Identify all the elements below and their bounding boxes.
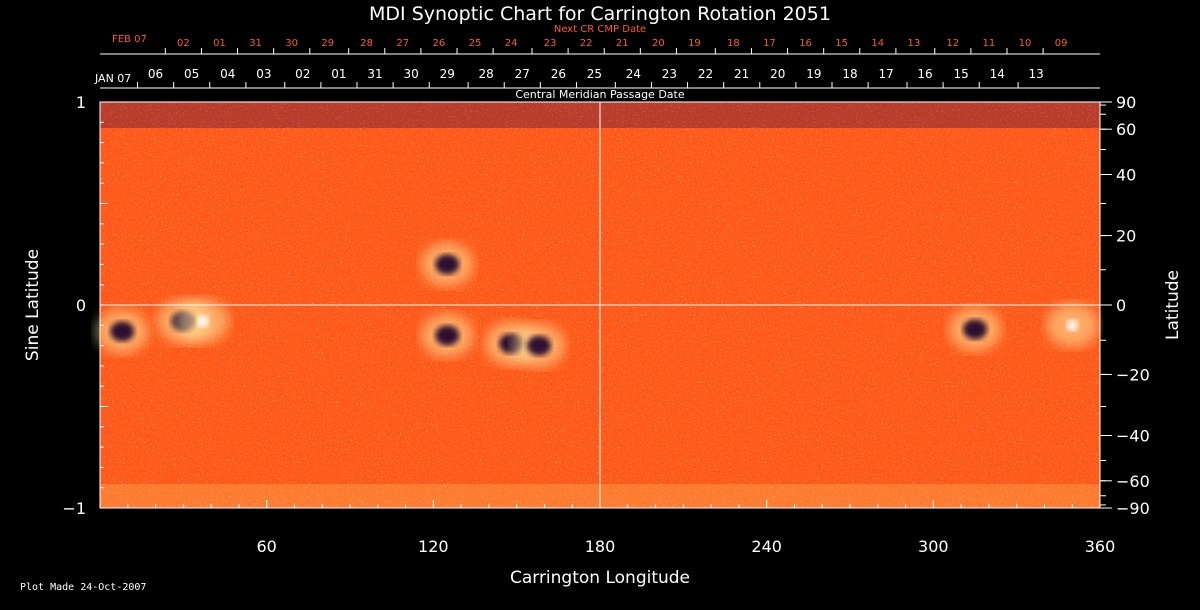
active-region-negative: [435, 254, 460, 275]
plot-made-note: Plot Made 24-Oct-2007: [20, 582, 146, 593]
x-tick-label: 300: [918, 537, 949, 556]
next-cr-date-label: 31: [249, 38, 262, 49]
cmp-date-label: 28: [478, 67, 493, 81]
next-cr-date-label: 23: [544, 38, 557, 49]
cmp-date-label: 26: [551, 67, 566, 81]
cmp-date-label: 23: [662, 67, 677, 81]
cmp-date-label: 21: [734, 67, 749, 81]
next-cr-date-label: 24: [505, 38, 518, 49]
y-right-tick-label: −90: [1116, 499, 1150, 518]
cmp-date-label: 15: [953, 67, 968, 81]
next-cr-date-label: 01: [213, 38, 226, 49]
y-right-tick-label: −20: [1116, 365, 1150, 384]
next-cr-month-label: FEB 07: [112, 34, 147, 45]
y-axis-right: 90 60 40 20 0 −20 −40 −60 −90: [1100, 93, 1150, 518]
cmp-date-label: 31: [367, 67, 382, 81]
active-region-negative: [526, 335, 551, 356]
cmp-date-label: 24: [626, 67, 641, 81]
y-left-tick-label: 0: [76, 296, 86, 315]
next-cr-date-label: 19: [688, 38, 701, 49]
y-right-tick-label: 60: [1116, 120, 1136, 139]
cmp-date-label: 04: [220, 67, 235, 81]
y-right-tick-label: 40: [1116, 166, 1136, 185]
y-left-tick-label: 1: [76, 93, 86, 112]
next-cr-date-label: 15: [835, 38, 848, 49]
y-axis-right-label: Latitude: [1163, 270, 1183, 340]
active-regions: [96, 242, 1099, 368]
cmp-date-label: 03: [256, 67, 271, 81]
next-cr-date-label: 12: [946, 38, 959, 49]
next-cr-date-label: 25: [469, 38, 482, 49]
next-cr-date-label: 22: [580, 38, 593, 49]
cmp-date-label: 06: [148, 67, 163, 81]
cmp-date-axis: 06 05 04 03 02 01 31 30 29 28 27 26 25 24 23 22 21 20 19 18…: [100, 67, 1100, 89]
y-axis-left: 1 0 −1: [62, 93, 108, 518]
next-cr-date-label: 20: [652, 38, 665, 49]
cmp-axis-label: Central Meridian Passage Date: [515, 88, 684, 101]
next-cr-date-label: 21: [616, 38, 629, 49]
cmp-date-label: 01: [331, 67, 346, 81]
x-axis-label: Carrington Longitude: [510, 568, 690, 588]
active-region-negative: [963, 319, 987, 340]
x-tick-label: 60: [256, 537, 276, 556]
next-cr-axis-label: Next CR CMP Date: [554, 24, 646, 35]
next-cr-date-label: 02: [177, 38, 190, 49]
next-cr-date-label: 29: [321, 38, 334, 49]
active-region-positive: [196, 315, 209, 328]
y-right-tick-label: 20: [1116, 227, 1136, 246]
x-tick-label: 360: [1085, 537, 1116, 556]
y-right-tick-label: 90: [1116, 93, 1136, 112]
cmp-date-label: 05: [184, 67, 199, 81]
cmp-month-label: JAN 07: [94, 72, 131, 85]
next-cr-date-label: 09: [1055, 38, 1068, 49]
next-cr-date-label: 11: [983, 38, 996, 49]
cmp-date-label: 29: [440, 67, 455, 81]
cmp-date-label: 25: [587, 67, 602, 81]
next-cr-date-label: 14: [871, 38, 884, 49]
x-tick-label: 240: [751, 537, 782, 556]
y-right-tick-label: −40: [1116, 426, 1150, 445]
cmp-date-label: 16: [917, 67, 932, 81]
next-cr-date-label: 26: [433, 38, 446, 49]
active-region-positive: [1066, 319, 1079, 332]
x-tick-label: 180: [585, 537, 616, 556]
cmp-date-label: 13: [1028, 67, 1043, 81]
cmp-date-label: 02: [295, 67, 310, 81]
next-cr-date-label: 17: [763, 38, 776, 49]
next-cr-date-label: 16: [799, 38, 812, 49]
y-right-tick-label: 0: [1116, 296, 1126, 315]
cmp-date-label: 19: [806, 67, 821, 81]
next-cr-date-label: 28: [360, 38, 373, 49]
x-axis: 60 120 180 240 300 360: [127, 500, 1116, 556]
cmp-date-label: 30: [403, 67, 418, 81]
cmp-date-label: 27: [515, 67, 530, 81]
x-tick-label: 120: [418, 537, 449, 556]
cmp-date-label: 17: [878, 67, 893, 81]
next-cr-date-label: 30: [285, 38, 298, 49]
next-cr-date-axis: 02 01 31 30 29 28 27 26 25 24 23 22 21 20 19 18 17 16 15 14…: [100, 38, 1100, 55]
cmp-date-label: 14: [990, 67, 1005, 81]
next-cr-date-label: 18: [727, 38, 740, 49]
y-left-tick-label: −1: [62, 499, 86, 518]
active-region-negative: [435, 325, 460, 346]
cmp-date-label: 22: [698, 67, 713, 81]
cmp-date-label: 20: [770, 67, 785, 81]
active-region-negative: [110, 321, 135, 342]
cmp-date-label: 18: [842, 67, 857, 81]
next-cr-date-label: 27: [396, 38, 409, 49]
next-cr-date-label: 10: [1019, 38, 1032, 49]
next-cr-date-label: 13: [908, 38, 921, 49]
y-axis-left-label: Sine Latitude: [23, 249, 43, 361]
y-right-tick-label: −60: [1116, 472, 1150, 491]
chart-title: MDI Synoptic Chart for Carrington Rotati…: [369, 3, 831, 25]
